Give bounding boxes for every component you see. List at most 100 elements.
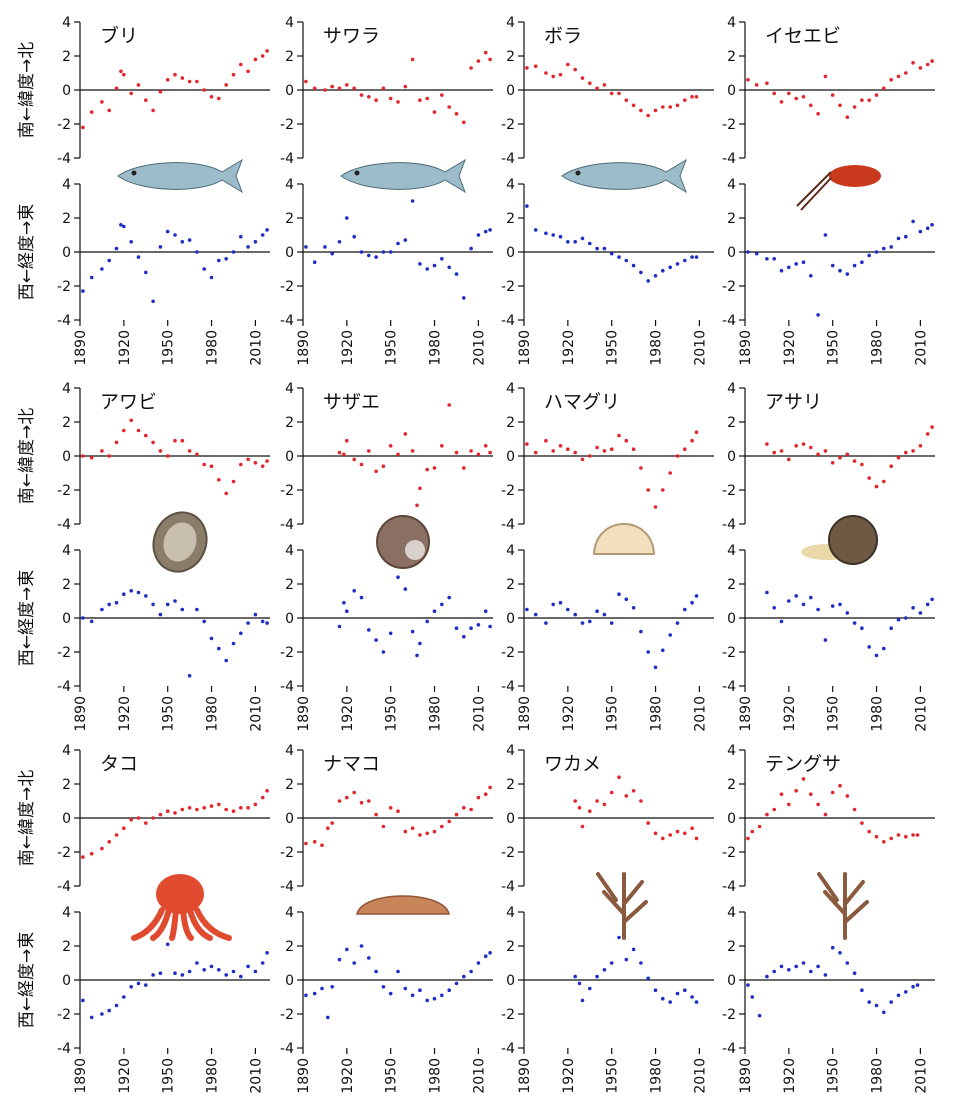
longitude-point bbox=[107, 1008, 111, 1013]
longitude-point bbox=[867, 1000, 871, 1004]
longitude-point bbox=[904, 990, 908, 994]
longitude-point bbox=[483, 609, 488, 613]
longitude-point bbox=[469, 246, 473, 251]
longitude-point bbox=[595, 974, 599, 979]
latitude-point bbox=[239, 806, 243, 810]
y-tick-label: 4 bbox=[727, 15, 736, 31]
latitude-point bbox=[469, 807, 473, 812]
longitude-point bbox=[558, 234, 563, 239]
longitude-point bbox=[930, 223, 934, 227]
longitude-point bbox=[551, 233, 555, 237]
longitude-point bbox=[653, 988, 658, 992]
latitude-point bbox=[381, 86, 386, 91]
latitude-point bbox=[122, 826, 126, 830]
latitude-point bbox=[359, 93, 364, 97]
longitude-point bbox=[801, 260, 806, 265]
longitude-point bbox=[867, 645, 871, 649]
latitude-point bbox=[823, 449, 828, 453]
latitude-point bbox=[631, 789, 636, 793]
latitude-point bbox=[158, 89, 163, 94]
y-tick-label: 0 bbox=[727, 449, 736, 465]
x-tick-label: 1890 bbox=[296, 1058, 312, 1094]
x-tick-label: 1890 bbox=[73, 696, 89, 732]
longitude-point bbox=[801, 602, 806, 607]
latitude-point bbox=[823, 812, 828, 817]
x-tick-label: 2010 bbox=[248, 696, 264, 732]
longitude-point bbox=[304, 993, 308, 998]
longitude-point bbox=[320, 986, 324, 991]
longitude-point bbox=[388, 250, 393, 254]
longitude-point bbox=[874, 653, 879, 658]
longitude-point bbox=[823, 973, 828, 977]
longitude-point bbox=[588, 241, 592, 246]
longitude-point bbox=[381, 250, 386, 254]
latitude-point bbox=[577, 806, 582, 810]
y-tick-label: 2 bbox=[506, 415, 515, 431]
longitude-point bbox=[217, 646, 221, 651]
latitude-point bbox=[440, 824, 444, 829]
longitude-point bbox=[381, 650, 386, 654]
x-tick-label: 1950 bbox=[605, 1058, 621, 1094]
longitude-point bbox=[889, 245, 893, 249]
octopus-arm bbox=[169, 907, 179, 941]
latitude-point bbox=[746, 78, 750, 82]
longitude-point bbox=[217, 968, 221, 972]
longitude-point bbox=[388, 631, 393, 636]
latitude-point bbox=[765, 81, 769, 85]
latitude-point bbox=[447, 819, 452, 824]
latitude-point bbox=[646, 488, 650, 492]
x-tick-label: 1950 bbox=[605, 696, 621, 732]
y-tick-label: 4 bbox=[285, 743, 294, 759]
y-tick-label: -4 bbox=[722, 151, 736, 167]
latitude-point bbox=[602, 802, 607, 807]
y-tick-label: -4 bbox=[722, 879, 736, 895]
longitude-point bbox=[661, 648, 665, 653]
longitude-point bbox=[609, 251, 614, 256]
latitude-point bbox=[675, 829, 680, 834]
latitude-point bbox=[388, 806, 393, 810]
species-title: アサリ bbox=[765, 391, 822, 413]
latitude-point bbox=[418, 833, 422, 837]
longitude-point bbox=[367, 628, 371, 632]
latitude-point bbox=[794, 789, 798, 793]
latitude-point bbox=[265, 459, 269, 463]
abalone-inner bbox=[163, 522, 197, 562]
y-tick-label: -4 bbox=[57, 151, 71, 167]
longitude-point bbox=[260, 233, 265, 237]
species-title: イセエビ bbox=[765, 25, 841, 47]
x-tick-label: 1980 bbox=[870, 1058, 886, 1094]
lobster-antenna bbox=[796, 171, 832, 211]
latitude-point bbox=[488, 450, 492, 455]
fish-body bbox=[561, 158, 687, 194]
longitude-point bbox=[180, 607, 185, 612]
longitude-point bbox=[750, 995, 755, 999]
y-tick-label: 4 bbox=[506, 15, 515, 31]
longitude-point bbox=[345, 609, 349, 613]
longitude-point bbox=[418, 262, 422, 266]
latitude-point bbox=[187, 449, 192, 453]
latitude-point bbox=[588, 454, 592, 458]
latitude-point bbox=[202, 806, 206, 810]
latitude-point bbox=[595, 799, 599, 803]
y-tick-label: 2 bbox=[727, 777, 736, 793]
latitude-point bbox=[396, 100, 400, 104]
octopus-arm bbox=[180, 907, 194, 941]
longitude-point bbox=[675, 621, 680, 625]
longitude-point bbox=[653, 665, 658, 670]
longitude-point bbox=[631, 263, 636, 268]
latitude-point bbox=[694, 95, 699, 99]
latitude-point bbox=[675, 103, 680, 108]
longitude-point bbox=[381, 985, 386, 989]
y-tick-label: 2 bbox=[727, 49, 736, 65]
longitude-point bbox=[454, 626, 459, 630]
longitude-point bbox=[239, 234, 243, 239]
latitude-point bbox=[440, 93, 444, 97]
latitude-point bbox=[89, 455, 94, 460]
species-title: テングサ bbox=[765, 753, 841, 775]
species-title: アワビ bbox=[100, 391, 157, 413]
x-tick-label: 1980 bbox=[428, 330, 444, 366]
y-tick-label: 4 bbox=[506, 381, 515, 397]
latitude-point bbox=[918, 66, 923, 70]
longitude-point bbox=[823, 638, 828, 642]
